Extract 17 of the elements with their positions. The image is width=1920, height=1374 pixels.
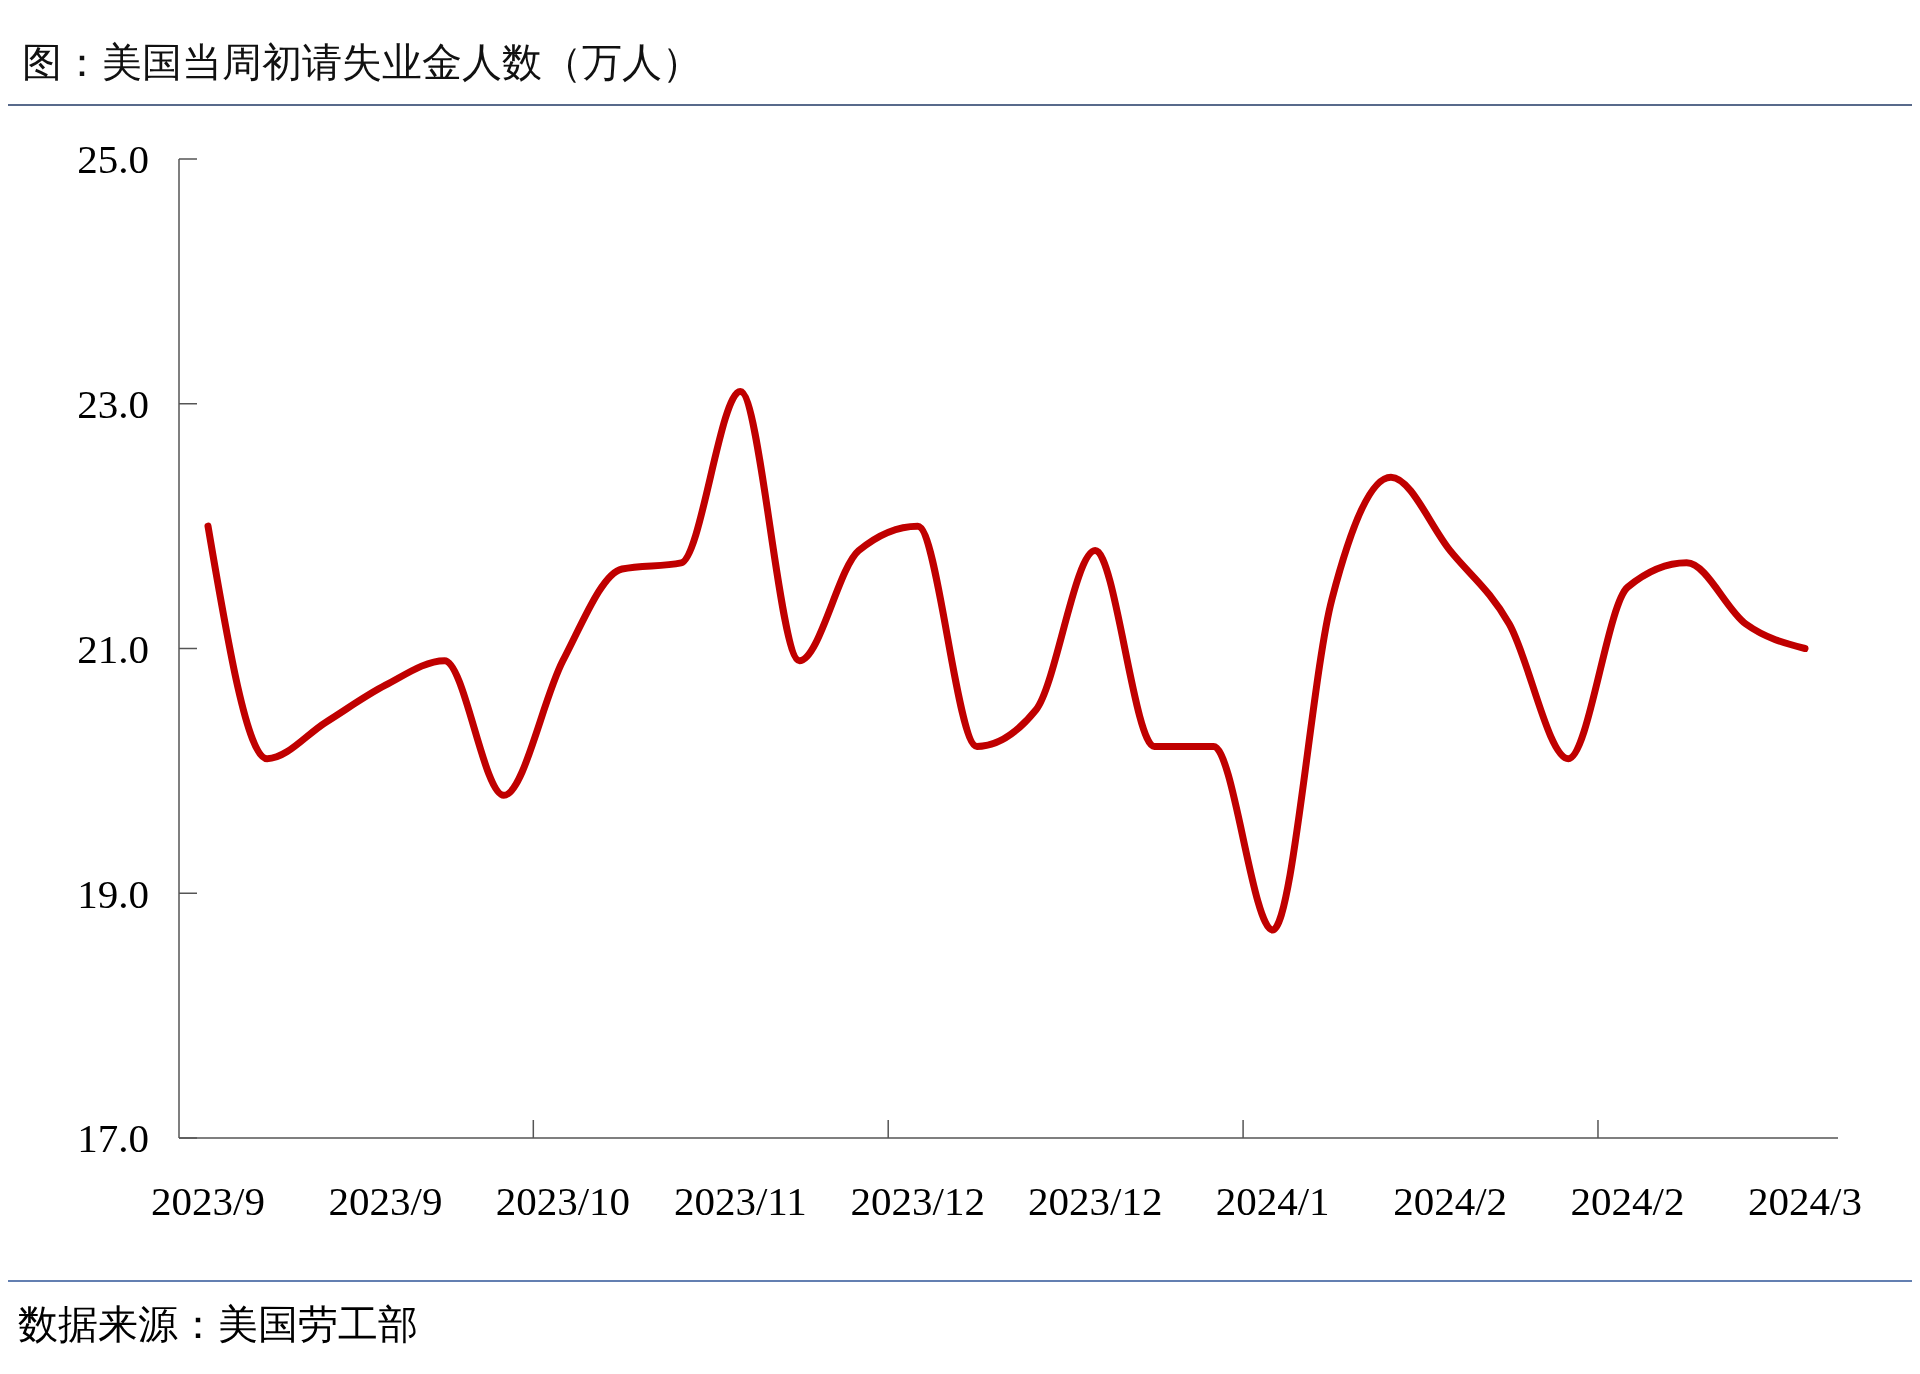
x-tick-label: 2023/10 [495,1178,631,1224]
chart-title: 图：美国当周初请失业金人数（万人） [22,40,702,85]
y-tick-label: 21.0 [77,625,149,672]
x-tick-label: 2024/2 [1393,1178,1508,1224]
x-tick-label: 2023/9 [328,1178,443,1224]
y-tick-label: 25.0 [77,136,149,183]
source-note: 数据来源：美国劳工部 [18,1302,418,1347]
x-tick-label: 2023/12 [850,1178,985,1224]
x-tick-label: 2024/1 [1215,1178,1330,1224]
x-tick-label: 2024/2 [1570,1178,1685,1224]
y-tick-label: 17.0 [77,1115,149,1162]
x-tick-label: 2023/9 [151,1178,265,1224]
x-tick-label: 2023/12 [1028,1178,1163,1224]
x-tick-label: 2024/3 [1748,1178,1862,1224]
y-tick-label: 23.0 [77,381,149,428]
y-tick-label: 19.0 [77,870,149,917]
x-tick-label: 2023/11 [673,1178,807,1224]
